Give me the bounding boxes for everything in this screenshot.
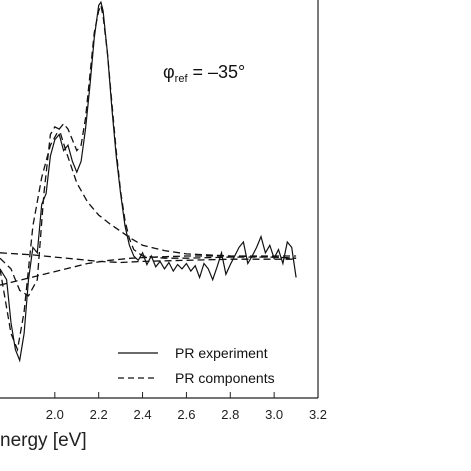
x-tick-label: 3.2 [309,407,327,422]
x-tick-label: 2.6 [177,407,195,422]
series-component-line-1 [0,3,297,352]
series-experiment-line [0,0,297,363]
x-ticks: 2.0 2.2 2.4 2.6 2.8 3.0 3.2 [46,392,327,422]
legend: PR experiment PR components [118,345,275,386]
x-tick-label: 2.4 [134,407,152,422]
x-tick-label: 3.0 [265,407,283,422]
x-tick-label: 2.8 [221,407,239,422]
legend-label-experiment: PR experiment [175,345,268,361]
series-group [0,0,297,363]
phi-annotation: φref = –35° [163,62,245,85]
series-component-line-2 [0,126,297,297]
x-tick-label: 2.2 [90,407,108,422]
legend-label-components: PR components [175,370,275,386]
series-component-line-4 [0,255,297,286]
phi-symbol: φ [163,62,175,82]
series-component-line-3 [0,252,297,264]
x-tick-label: 2.0 [46,407,64,422]
svg-text:φref = –35°: φref = –35° [163,62,245,85]
phi-subscript: ref [175,73,189,85]
phi-value: = –35° [188,62,246,82]
x-axis-label: nergy [eV] [0,430,87,451]
